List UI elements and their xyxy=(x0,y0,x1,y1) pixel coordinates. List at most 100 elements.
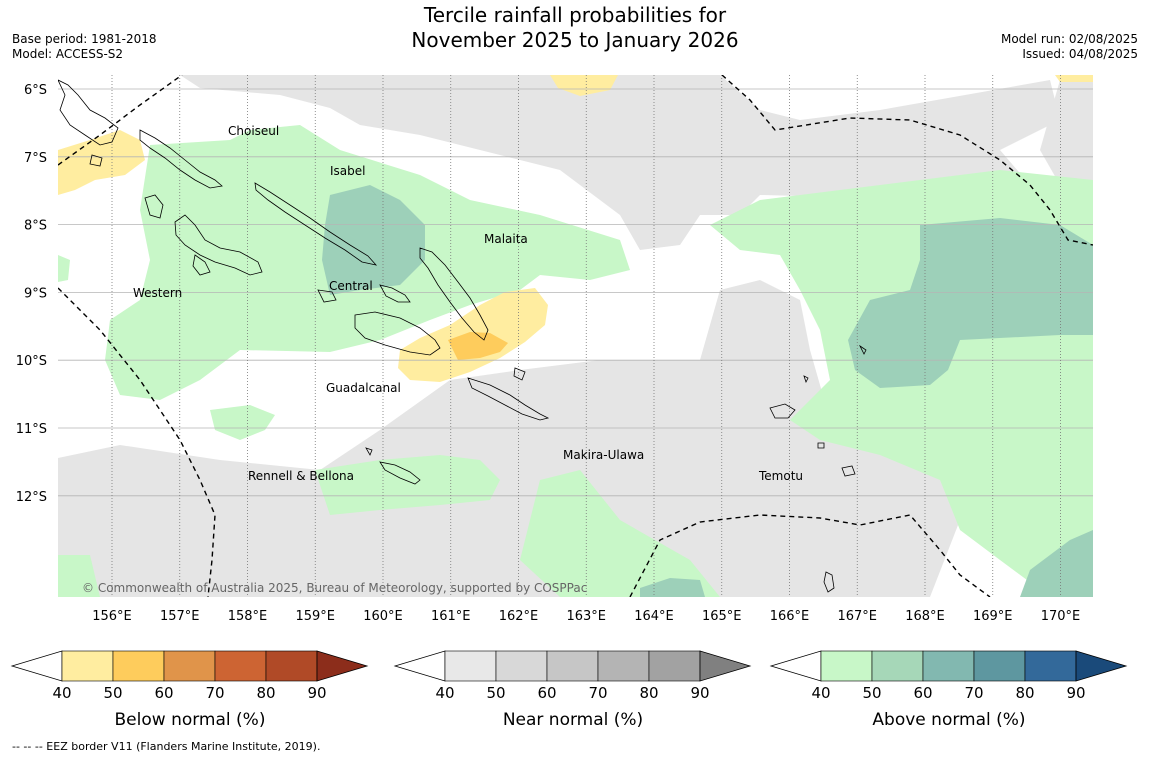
copyright-text: © Commonwealth of Australia 2025, Bureau… xyxy=(82,581,587,595)
near-normal-regions xyxy=(58,75,1093,597)
above-normal-50-region-south xyxy=(640,578,705,597)
lat-tick-label: 8°S xyxy=(24,219,47,234)
lat-tick-label: 6°S xyxy=(24,83,47,98)
near-normal-region-east xyxy=(1040,75,1093,190)
region-label-central: Central xyxy=(329,279,373,293)
island-isabel xyxy=(254,182,378,266)
colorbar-above-normal: 40 50 60 70 80 90 xyxy=(769,650,1128,702)
colorbar-segment xyxy=(444,650,497,682)
island-choiseul xyxy=(139,129,223,189)
lon-tick-label: 168°E xyxy=(905,609,945,624)
region-label-western: Western xyxy=(133,286,182,300)
colorbar-segment xyxy=(546,650,599,682)
colorbar-tick-label: 80 xyxy=(256,684,275,702)
island-ranongga xyxy=(192,254,211,276)
eez-border-south xyxy=(629,514,991,597)
colorbar-tick-label: 70 xyxy=(588,684,607,702)
colorbar-tick-label: 40 xyxy=(435,684,454,702)
lat-tick-label: 10°S xyxy=(16,354,47,369)
near-normal-region-south xyxy=(58,280,1040,597)
island-duff xyxy=(803,375,809,384)
region-label-choiseul: Choiseul xyxy=(228,124,279,138)
title-line-1: Tercile rainfall probabilities for xyxy=(423,3,727,27)
latitude-labels: 6°S 7°S 8°S 9°S 10°S 11°S 12°S xyxy=(16,83,47,505)
colorbar-under-triangle xyxy=(10,650,63,682)
eez-border-north-east xyxy=(721,75,1093,246)
lon-tick-label: 165°E xyxy=(702,609,742,624)
colorbar-segment xyxy=(163,650,216,682)
region-label-temotu: Temotu xyxy=(758,469,803,483)
base-period: Base period: 1981-2018 xyxy=(12,32,157,46)
lon-tick-label: 159°E xyxy=(295,609,335,624)
colorbar-tick-label: 90 xyxy=(690,684,709,702)
colorbar-tick-label: 90 xyxy=(1066,684,1085,702)
colorbar-tick-label: 40 xyxy=(811,684,830,702)
colorbar-below-title: Below normal (%) xyxy=(114,710,266,730)
colorbar-tick-label: 90 xyxy=(307,684,326,702)
colorbar-segment xyxy=(112,650,165,682)
lon-tick-label: 157°E xyxy=(160,609,200,624)
lon-tick-label: 166°E xyxy=(770,609,810,624)
colorbar-tick-label: 50 xyxy=(862,684,881,702)
colorbar-tick-label: 80 xyxy=(639,684,658,702)
above-normal-region-south xyxy=(315,455,500,515)
below-normal-region-northeast xyxy=(1055,75,1093,82)
chart-title: Tercile rainfall probabilities for Novem… xyxy=(0,3,1150,53)
island-anuta xyxy=(823,571,835,593)
island-vella xyxy=(144,194,164,219)
island-bougainville xyxy=(58,79,119,146)
above-normal-region-southcentral xyxy=(520,470,720,597)
colorbar-over-triangle xyxy=(699,650,752,682)
island-reef xyxy=(858,344,867,355)
lon-tick-label: 162°E xyxy=(499,609,539,624)
island-santa-cruz xyxy=(769,403,796,419)
model-name: Model: ACCESS-S2 xyxy=(12,47,124,61)
colorbar-segment xyxy=(922,650,975,682)
colorbar-segment xyxy=(648,650,701,682)
lon-tick-label: 161°E xyxy=(431,609,471,624)
colorbar-tick-label: 50 xyxy=(103,684,122,702)
region-label-rennell: Rennell & Bellona xyxy=(248,469,354,483)
model-run-date: Model run: 02/08/2025 xyxy=(1000,32,1138,46)
colorbar-tick-label: 60 xyxy=(154,684,173,702)
island-tikopia xyxy=(817,442,825,449)
above-normal-50-region-southeast xyxy=(1020,530,1093,597)
meta-right: Model run: 02/08/2025 Issued: 04/08/2025 xyxy=(1001,32,1138,62)
below-normal-regions xyxy=(58,75,1093,382)
lon-tick-label: 156°E xyxy=(92,609,132,624)
island-new-georgia xyxy=(174,214,263,276)
colorbar-segment xyxy=(495,650,548,682)
colorbar-segment xyxy=(871,650,924,682)
issued-date: Issued: 04/08/2025 xyxy=(1022,47,1138,61)
lon-tick-label: 163°E xyxy=(566,609,606,624)
colorbar-segment xyxy=(820,650,873,682)
island-nggela xyxy=(379,284,411,303)
lon-tick-label: 158°E xyxy=(228,609,268,624)
above-normal-50-region-east xyxy=(848,218,1093,388)
island-ulawa xyxy=(513,367,526,381)
colorbar-over-triangle xyxy=(1075,650,1128,682)
colorbar-segment xyxy=(265,650,318,682)
region-labels: Choiseul Isabel Malaita Western Central … xyxy=(133,124,803,483)
colorbar-segment xyxy=(61,650,114,682)
colorbar-tick-label: 60 xyxy=(913,684,932,702)
colorbar-tick-label: 80 xyxy=(1015,684,1034,702)
colorbar-tick-label: 70 xyxy=(964,684,983,702)
lon-tick-label: 160°E xyxy=(363,609,403,624)
meta-left: Base period: 1981-2018 Model: ACCESS-S2 xyxy=(12,32,157,62)
island-bellona xyxy=(365,447,373,456)
colorbar-tick-label: 60 xyxy=(537,684,556,702)
near-normal-region-north xyxy=(180,75,1060,250)
colorbar-near-normal: 40 50 60 70 80 90 xyxy=(393,650,752,702)
colorbar-near-title: Near normal (%) xyxy=(502,710,644,730)
colorbar-tick-label: 40 xyxy=(52,684,71,702)
eez-border-north-west xyxy=(58,75,183,166)
islands xyxy=(58,79,867,593)
colorbar-segment xyxy=(597,650,650,682)
region-label-guadalcanal: Guadalcanal xyxy=(326,381,401,395)
title-line-2: November 2025 to January 2026 xyxy=(411,28,739,52)
region-label-malaita: Malaita xyxy=(484,232,528,246)
above-normal-region-southwest xyxy=(210,405,275,440)
colorbar-segment xyxy=(214,650,267,682)
